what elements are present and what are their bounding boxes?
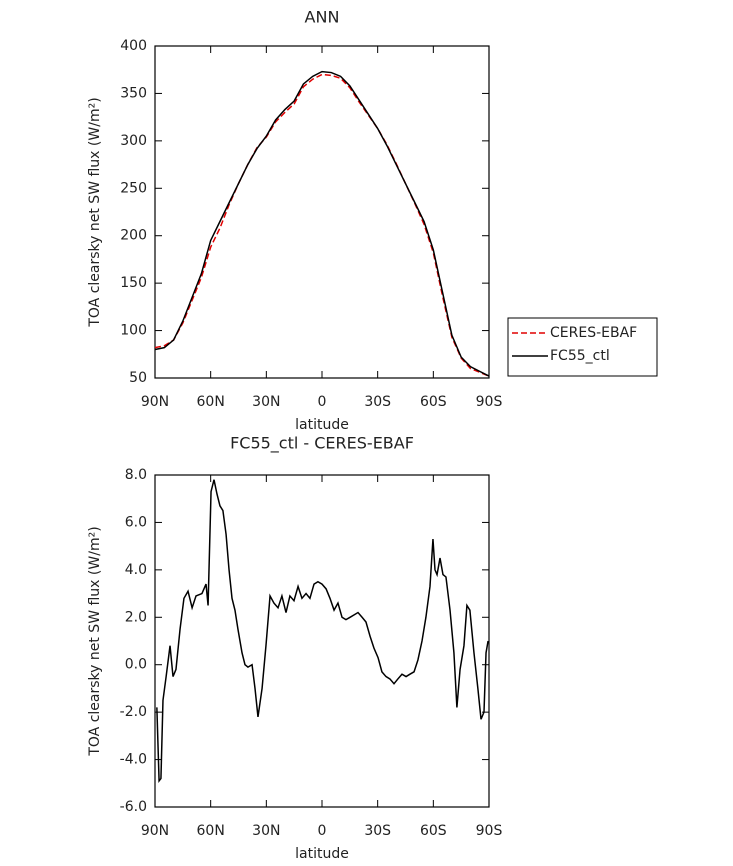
x-tick-label: 0 [318, 394, 327, 410]
y-tick-label: 300 [120, 133, 147, 149]
x-axis-label: latitude [295, 417, 349, 433]
data-line [154, 73, 490, 377]
x-tick-label: 60S [420, 823, 447, 839]
y-tick-label: 350 [120, 85, 147, 101]
x-tick-label: 30N [252, 823, 280, 839]
y-tick-label: 4.0 [125, 562, 147, 578]
x-tick-label: 60N [197, 823, 225, 839]
x-tick-label: 30N [252, 394, 280, 410]
y-tick-label: -2.0 [120, 704, 147, 720]
x-tick-label: 60S [420, 394, 447, 410]
x-tick-label: 90N [141, 823, 169, 839]
y-tick-label: 2.0 [125, 609, 147, 625]
data-line [154, 70, 490, 377]
x-axis-label: latitude [295, 846, 349, 862]
y-tick-label: 100 [120, 323, 147, 339]
x-tick-label: 0 [318, 823, 327, 839]
chart-title: ANN [305, 8, 340, 27]
y-tick-label: 400 [120, 38, 147, 54]
y-axis-label: TOA clearsky net SW flux (W/m²) [87, 526, 103, 756]
plot-frame [154, 45, 490, 379]
y-tick-label: -6.0 [120, 799, 147, 815]
plot-frame [154, 474, 490, 808]
chart-title: FC55_ctl - CERES-EBAF [230, 434, 414, 454]
x-tick-label: 90S [476, 823, 503, 839]
y-tick-label: -4.0 [120, 752, 147, 768]
data-line [156, 479, 489, 784]
y-tick-label: 200 [120, 228, 147, 244]
legend-label: FC55_ctl [550, 348, 610, 364]
y-tick-label: 250 [120, 180, 147, 196]
y-tick-label: 6.0 [125, 514, 147, 530]
legend-label: CERES-EBAF [550, 325, 637, 341]
x-tick-label: 90S [476, 394, 503, 410]
x-tick-label: 90N [141, 394, 169, 410]
y-axis-label: TOA clearsky net SW flux (W/m²) [87, 97, 103, 327]
y-tick-label: 8.0 [125, 467, 147, 483]
x-tick-label: 30S [364, 823, 391, 839]
y-tick-label: 150 [120, 275, 147, 291]
legend-box [507, 317, 658, 377]
x-tick-label: 30S [364, 394, 391, 410]
x-tick-label: 60N [197, 394, 225, 410]
y-tick-label: 0.0 [125, 657, 147, 673]
y-tick-label: 50 [129, 370, 147, 386]
